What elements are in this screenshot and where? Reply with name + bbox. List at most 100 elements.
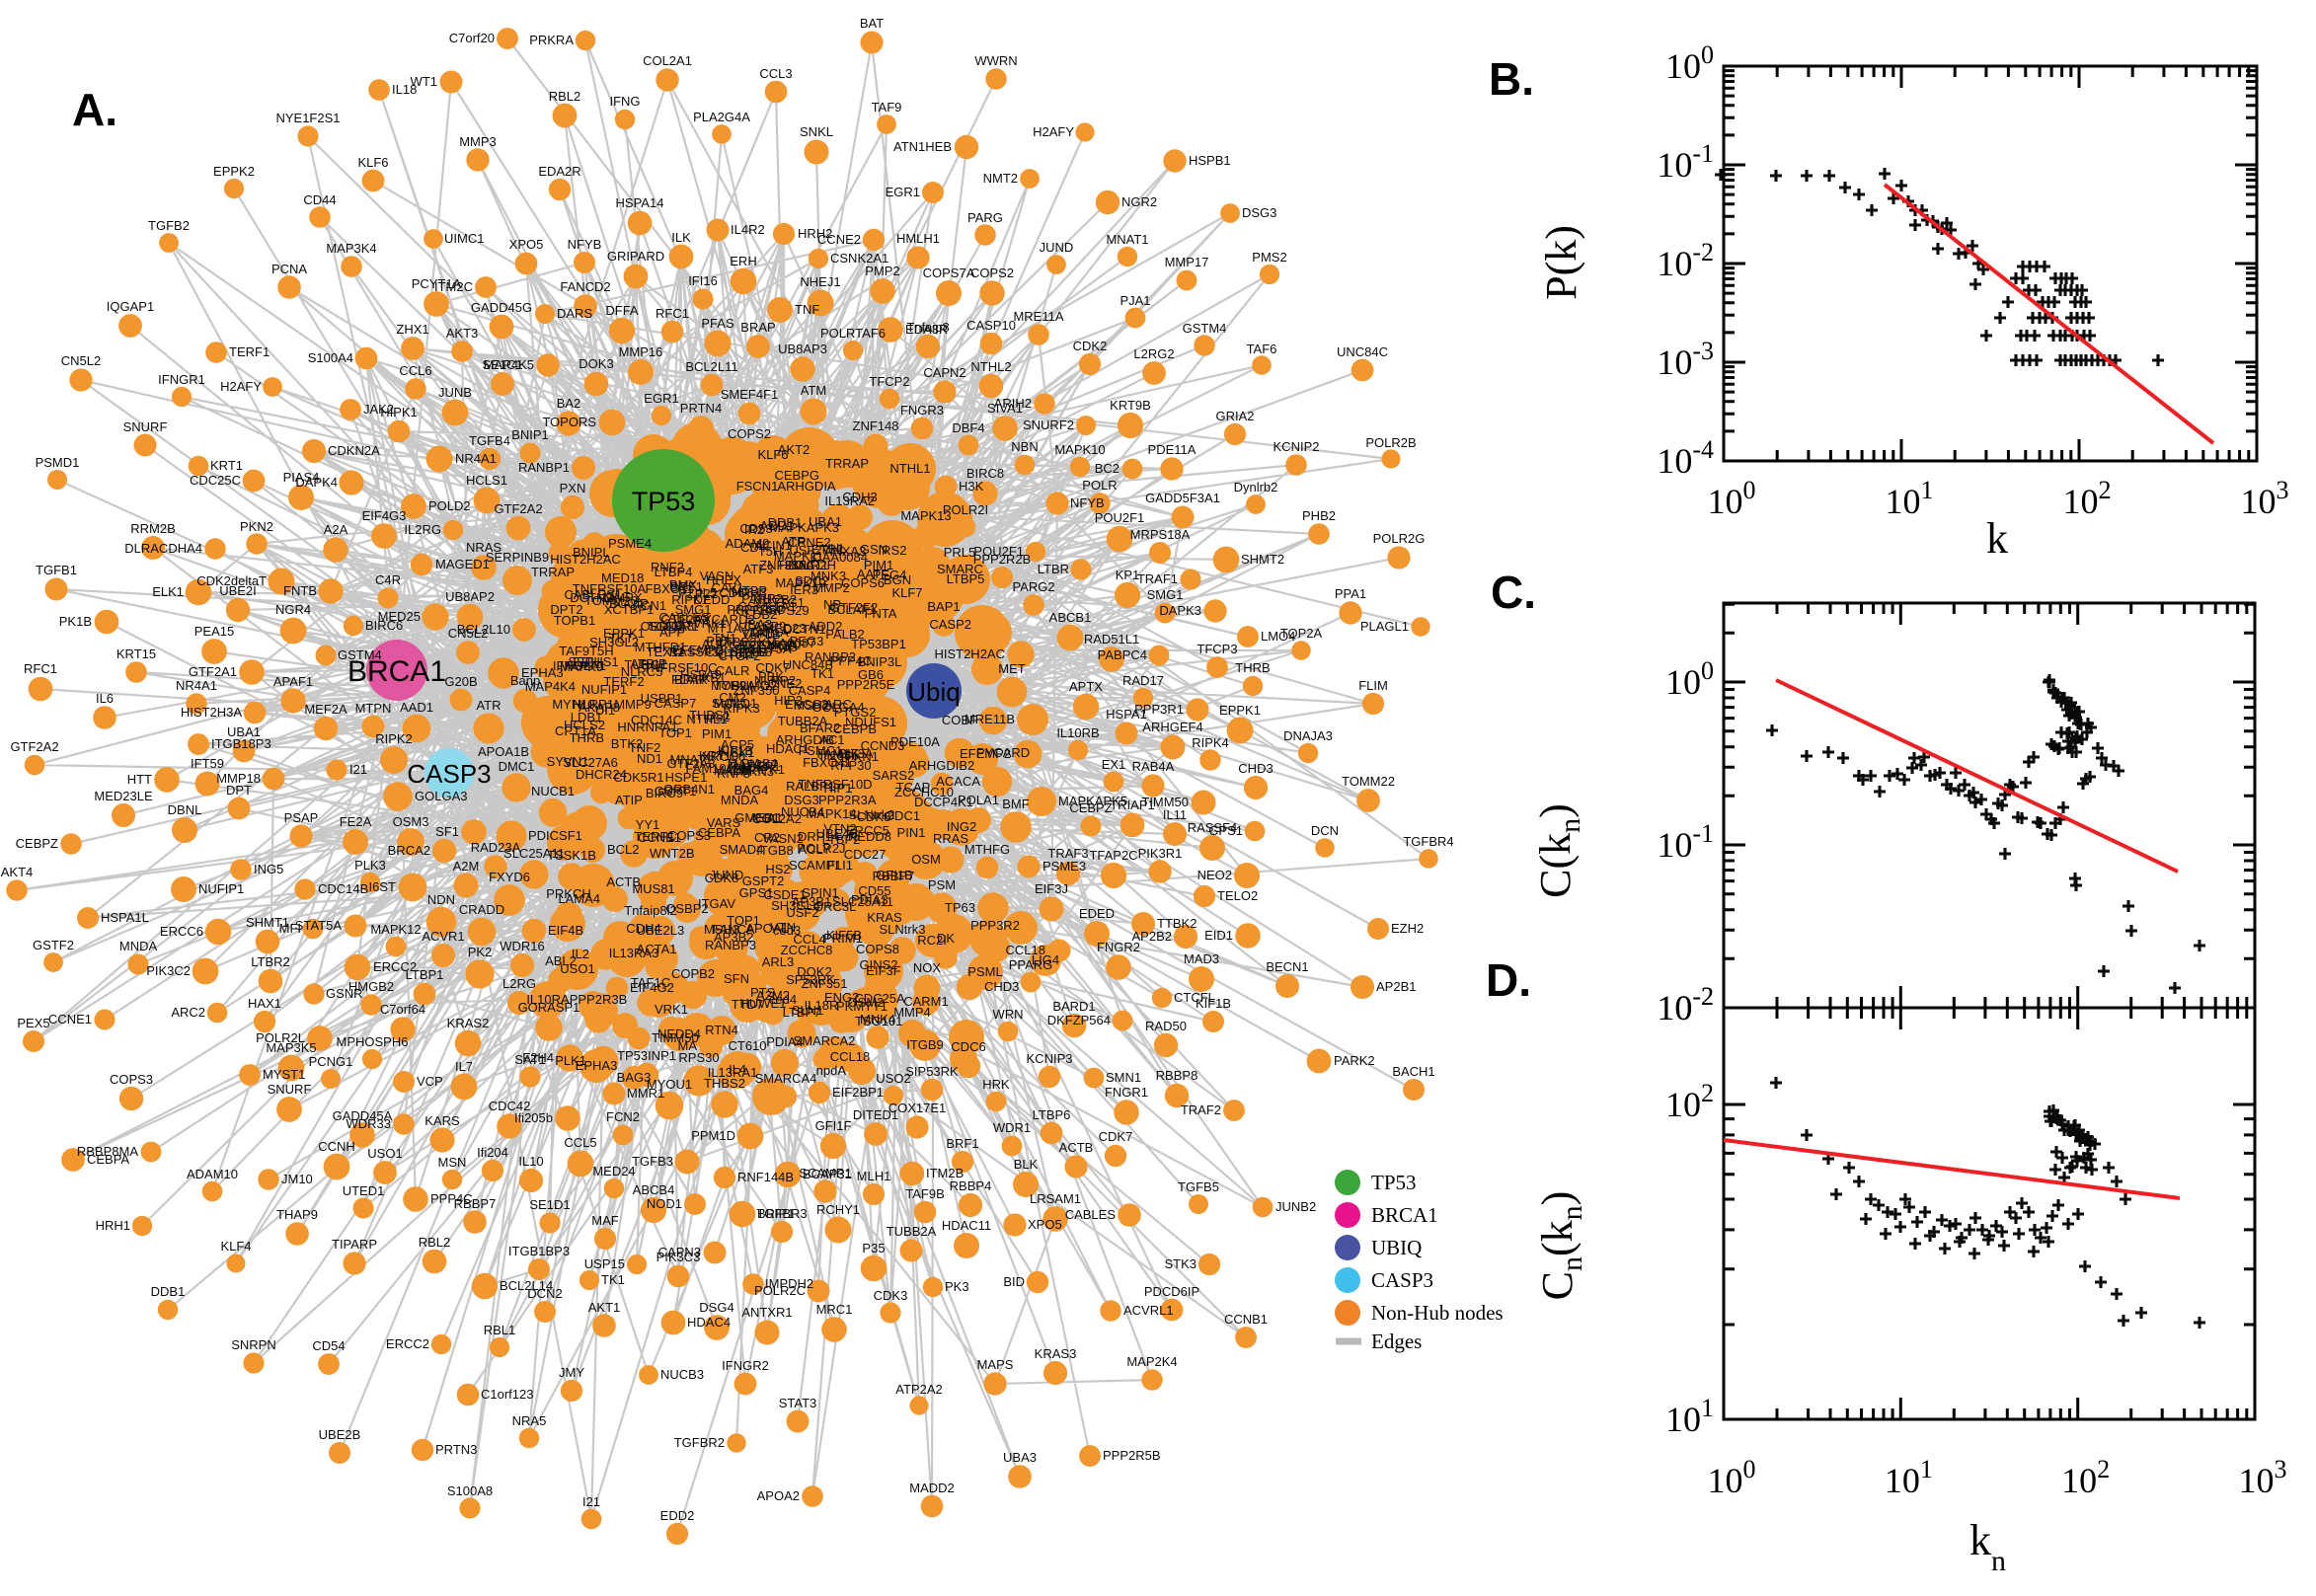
svg-text:ATN1HEB: ATN1HEB [893,139,952,154]
svg-text:PDIA3: PDIA3 [851,892,888,907]
svg-text:IFT59: IFT59 [191,756,224,771]
svg-text:UBA3: UBA3 [1003,1450,1037,1465]
svg-text:FXYD6: FXYD6 [489,870,530,884]
svg-text:IL18: IL18 [392,82,417,97]
svg-text:TGFBR2: TGFBR2 [674,1435,725,1450]
svg-text:ATR: ATR [781,534,806,549]
svg-text:USBP1: USBP1 [641,691,683,706]
svg-text:ERH: ERH [573,654,599,669]
svg-text:LDB2: LDB2 [745,607,778,622]
svg-text:TUBB2A: TUBB2A [887,1224,937,1239]
svg-text:RASSF4: RASSF4 [1188,820,1238,835]
svg-text:AP3B2: AP3B2 [714,930,753,945]
svg-text:PRTN4: PRTN4 [680,401,722,416]
svg-text:TFAP2C: TFAP2C [1089,848,1137,863]
svg-text:USF2: USF2 [786,905,818,920]
svg-text:ARC: ARC [824,697,851,712]
svg-text:XCTBP1: XCTBP1 [604,602,655,617]
svg-text:MAP3K5: MAP3K5 [266,1040,316,1055]
svg-text:FAM175A: FAM175A [734,642,791,656]
svg-text:Tnfaip8: Tnfaip8 [906,320,949,335]
svg-text:MNAT1: MNAT1 [669,752,712,767]
svg-text:USO1: USO1 [367,1146,402,1161]
svg-text:POLR2L: POLR2L [256,1030,305,1045]
svg-text:MAPK11: MAPK11 [774,549,823,564]
svg-text:LIG4: LIG4 [1032,952,1059,967]
svg-text:ENG2: ENG2 [824,990,859,1005]
svg-text:UNC84B: UNC84B [783,657,833,672]
svg-text:CARM1: CARM1 [903,994,949,1009]
svg-text:PPA1: PPA1 [1335,586,1366,601]
svg-text:HIST2H3A: HIST2H3A [181,705,242,720]
svg-text:IL13RA2: IL13RA2 [824,494,875,508]
svg-text:MAP3K4: MAP3K4 [326,241,376,256]
svg-text:EFEMP3: EFEMP3 [672,643,724,657]
svg-text:USO1: USO1 [560,961,594,976]
svg-text:LRSAM1: LRSAM1 [1030,1191,1081,1206]
svg-text:SLNtrk3: SLNtrk3 [880,922,926,937]
svg-text:DAPK3: DAPK3 [1159,603,1201,618]
svg-text:PRIM1: PRIM1 [823,931,863,946]
svg-text:TERF1: TERF1 [229,344,270,359]
svg-text:SMN1: SMN1 [1106,1070,1141,1085]
svg-text:SMAD4: SMAD4 [720,842,764,857]
svg-text:NUCB2: NUCB2 [753,592,797,607]
svg-text:GADD5F3A1: GADD5F3A1 [1145,491,1220,505]
svg-text:MRE11B: MRE11B [965,712,1015,726]
svg-text:102: 102 [1665,1079,1714,1124]
svg-text:MYST1: MYST1 [263,1067,305,1082]
svg-text:FANCA: FANCA [712,922,755,937]
svg-text:IL13RA1: IL13RA1 [708,1065,758,1080]
svg-text:HRK: HRK [982,1077,1010,1092]
svg-text:PPP3R2: PPP3R2 [970,918,1020,933]
svg-text:TAF1A: TAF1A [749,625,789,640]
svg-text:BACH1: BACH1 [1392,1064,1434,1079]
svg-text:MT1A: MT1A [708,621,742,636]
svg-text:GTF2F2: GTF2F2 [830,600,878,615]
svg-text:BC2: BC2 [1095,461,1119,476]
svg-text:PZP22: PZP22 [678,586,718,601]
svg-text:CCNE2: CCNE2 [817,232,861,247]
svg-text:WRN: WRN [992,1007,1023,1022]
svg-text:CCNB1: CCNB1 [1224,1312,1268,1327]
svg-text:CD44: CD44 [303,192,336,207]
svg-text:MAF: MAF [591,1213,619,1228]
svg-text:DNAJA3: DNAJA3 [1283,728,1333,743]
svg-text:FNGR2: FNGR2 [1097,940,1140,954]
svg-text:POLR2J: POLR2J [797,841,845,856]
svg-text:NLRP1: NLRP1 [573,697,614,712]
svg-text:CASP4: CASP4 [789,683,831,698]
svg-text:BID: BID [1003,1274,1025,1289]
svg-text:POLRTAF6: POLRTAF6 [820,326,886,341]
svg-text:CABLES: CABLES [1065,1207,1117,1222]
svg-text:NTHL1: NTHL1 [686,712,727,726]
svg-text:COPS2: COPS2 [728,426,771,441]
svg-text:APOA1B: APOA1B [478,744,529,759]
svg-text:ARHGEF4: ARHGEF4 [1142,720,1202,734]
svg-text:BRCA1: BRCA1 [1371,1203,1438,1227]
svg-text:RNF8: RNF8 [717,766,750,781]
svg-text:DSG4: DSG4 [699,1300,733,1315]
svg-text:SE1D1: SE1D1 [529,1197,570,1212]
svg-text:IL7: IL7 [455,1059,473,1074]
svg-text:MUS81: MUS81 [632,881,674,896]
svg-text:BRF1: BRF1 [670,579,703,594]
svg-text:SMG1: SMG1 [675,602,712,617]
svg-text:DPT2: DPT2 [550,602,582,617]
svg-text:MADD: MADD [714,763,751,778]
svg-text:RRAS: RRAS [933,831,968,846]
svg-text:OSM: OSM [911,852,941,867]
svg-text:ORB4N1: ORB4N1 [663,782,715,797]
svg-text:SNRPN: SNRPN [231,1337,276,1352]
svg-text:GB6: GB6 [858,667,884,682]
svg-text:GADD45A: GADD45A [333,1108,393,1123]
svg-text:COL2A1: COL2A1 [643,53,692,68]
svg-text:P35: P35 [862,1241,885,1255]
svg-text:KLF6: KLF6 [757,447,788,462]
svg-text:IRS2: IRS2 [879,543,907,558]
svg-text:KCNIP2: KCNIP2 [1274,439,1320,454]
svg-text:NCK1: NCK1 [721,745,755,760]
svg-text:TRRAP: TRRAP [531,565,575,579]
svg-text:RBL2: RBL2 [549,89,581,104]
svg-text:APTX: APTX [1069,679,1103,694]
